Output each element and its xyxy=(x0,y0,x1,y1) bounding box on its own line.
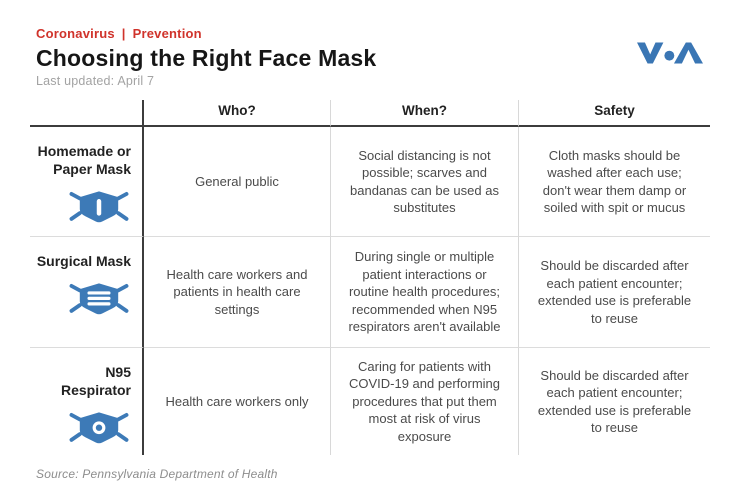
table-cell-who: General public xyxy=(144,127,331,237)
mask-comparison-table: Who? When? Safety Homemade or Paper Mask… xyxy=(30,100,710,455)
column-header-who: Who? xyxy=(144,100,331,127)
homemade-paper-mask-icon xyxy=(67,187,131,234)
column-header-when: When? xyxy=(331,100,519,127)
row-label: N95 Respirator xyxy=(60,364,131,398)
table-row-header-surgical: Surgical Mask xyxy=(30,237,144,348)
table-cell-who: Health care workers only xyxy=(144,348,331,455)
breadcrumb: Coronavirus | Prevention xyxy=(36,26,376,41)
table-corner-cell xyxy=(30,100,144,127)
source-attribution: Source: Pennsylvania Department of Healt… xyxy=(36,467,278,481)
table-cell-safety: Should be discarded after each patient e… xyxy=(519,237,710,348)
page-header: Coronavirus | Prevention Choosing the Righ… xyxy=(0,0,741,88)
table-row-header-n95: N95 Respirator xyxy=(30,348,144,455)
n95-respirator-icon xyxy=(67,408,131,455)
table-cell-when: Social distancing is not possible; scarv… xyxy=(331,127,519,237)
row-label: Homemade or Paper Mask xyxy=(37,143,131,177)
table-cell-safety: Cloth masks should be washed after each … xyxy=(519,127,710,237)
page-title: Choosing the Right Face Mask xyxy=(36,45,377,71)
table-row-header-homemade: Homemade or Paper Mask xyxy=(30,127,144,237)
breadcrumb-separator-icon: | xyxy=(121,26,126,41)
last-updated-text: Last updated: April 7 xyxy=(36,74,155,88)
surgical-mask-icon xyxy=(67,279,131,326)
breadcrumb-category: Coronavirus xyxy=(36,26,115,41)
breadcrumb-subcategory: Prevention xyxy=(132,26,202,41)
table-cell-when: During single or multiple patient intera… xyxy=(331,237,519,348)
table-cell-safety: Should be discarded after each patient e… xyxy=(537,367,692,436)
column-header-safety: Safety xyxy=(519,100,710,127)
voa-logo-icon xyxy=(637,38,703,73)
table-cell-who: Health care workers and patients in heal… xyxy=(144,237,331,348)
table-cell-when: Caring for patients with COVID-19 and pe… xyxy=(331,348,519,455)
row-label: Surgical Mask xyxy=(36,253,131,269)
header-text-block: Coronavirus | Prevention Choosing the Righ… xyxy=(36,26,376,88)
